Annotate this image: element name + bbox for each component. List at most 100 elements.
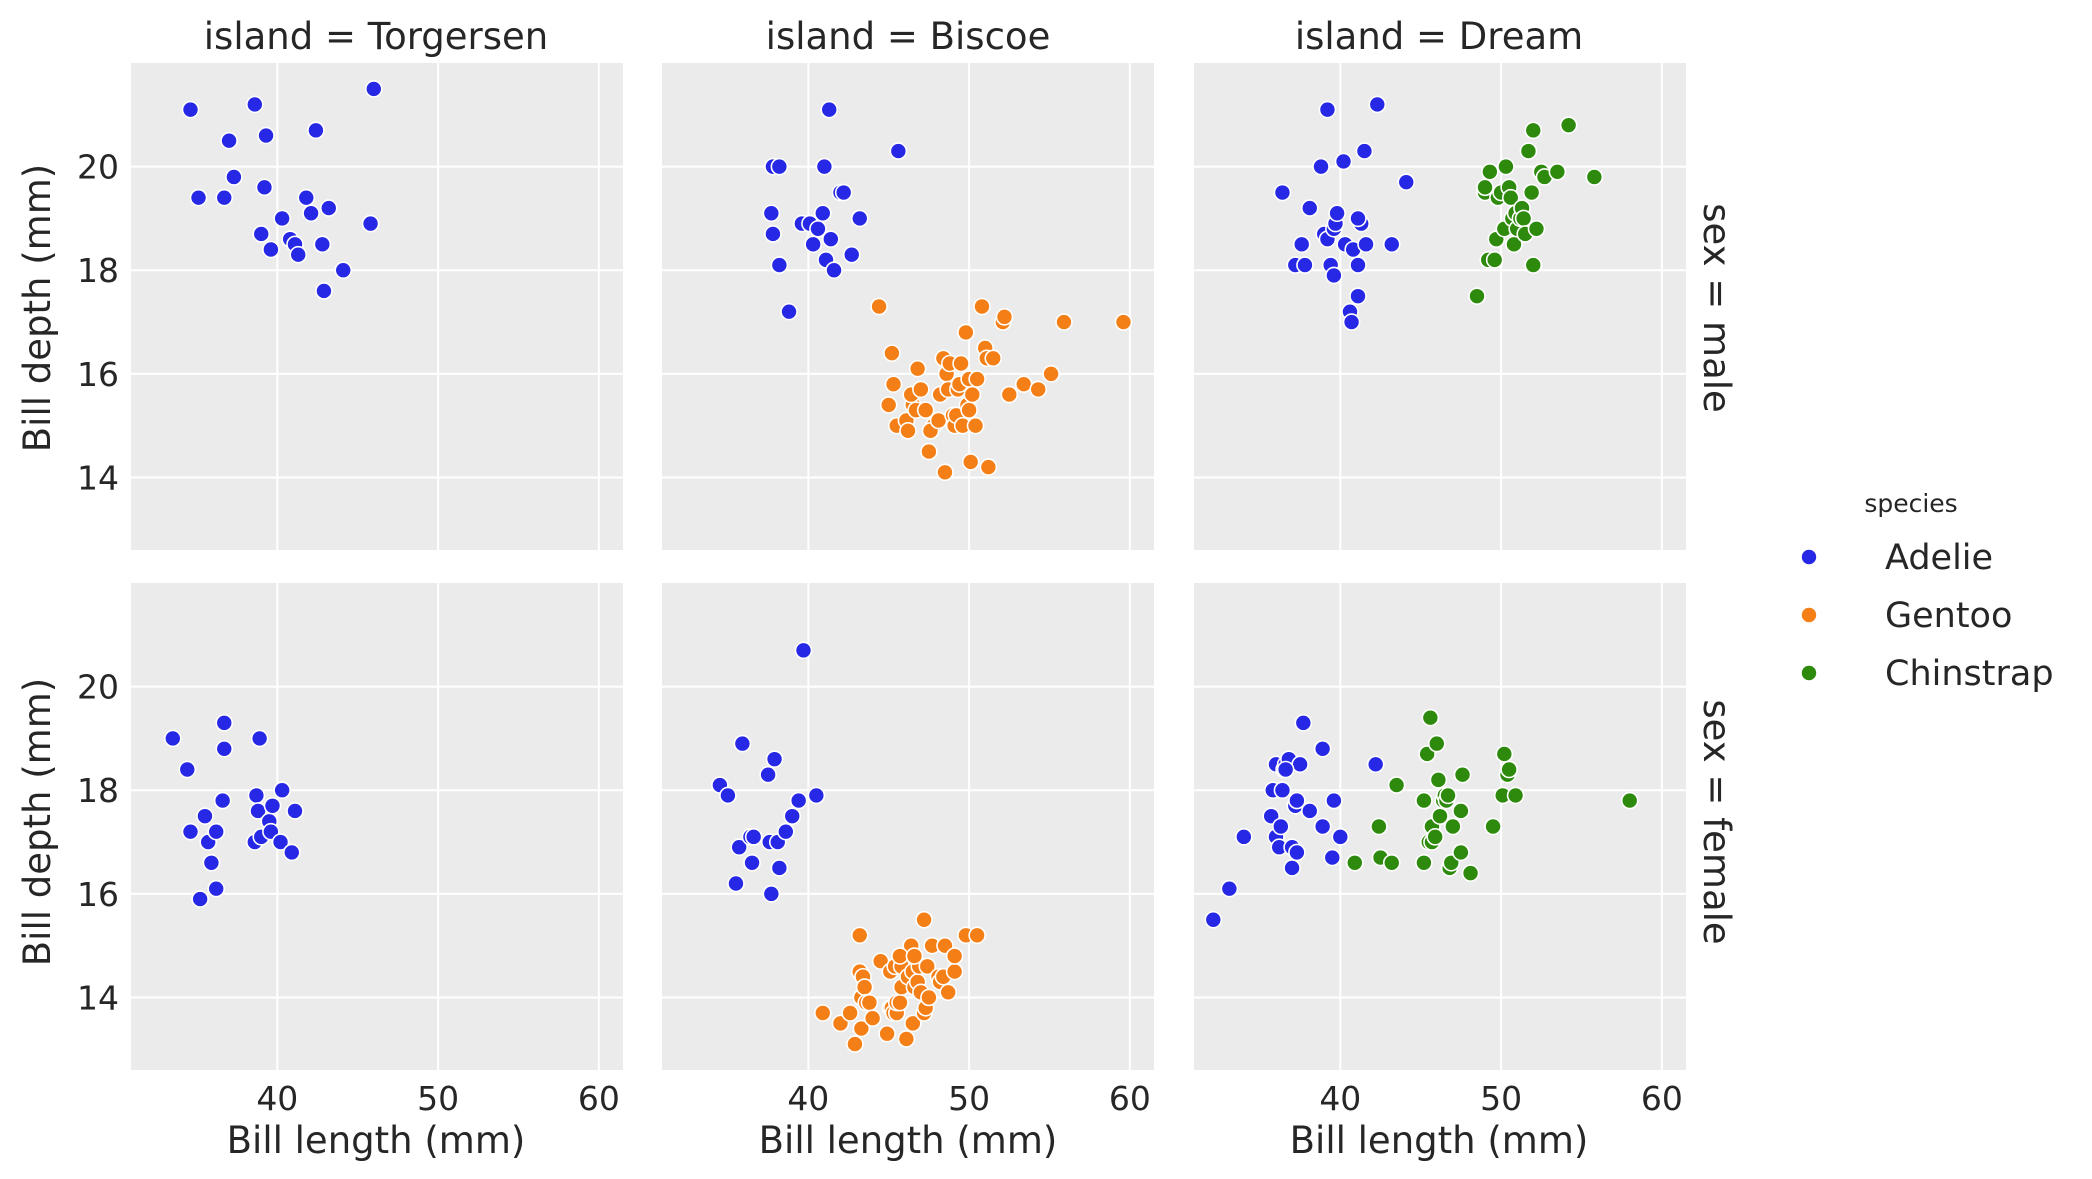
data-point-gentoo <box>852 1019 871 1038</box>
data-point-adelie <box>1331 828 1350 846</box>
data-point-gentoo <box>973 297 991 316</box>
data-point-chinstrap <box>1461 864 1480 882</box>
data-point-adelie <box>1272 817 1290 836</box>
data-point-adelie <box>1283 859 1301 877</box>
data-point-chinstrap <box>1370 817 1388 836</box>
data-point-gentoo <box>897 1030 916 1048</box>
data-point-adelie <box>1300 199 1319 217</box>
data-point-chinstrap <box>1421 708 1440 727</box>
data-point-adelie <box>813 204 832 223</box>
y-tick-label: 14 <box>77 458 119 497</box>
x-tick-label: 50 <box>417 1079 459 1118</box>
data-point-adelie <box>286 802 304 820</box>
y-tick-label: 20 <box>77 148 119 187</box>
data-point-adelie <box>1276 760 1295 779</box>
data-point-adelie <box>202 853 221 872</box>
panel-background <box>131 63 623 550</box>
data-point-chinstrap <box>1585 168 1604 186</box>
data-point-adelie <box>1291 755 1309 774</box>
data-point-adelie <box>770 157 789 176</box>
data-point-adelie <box>1312 157 1330 176</box>
data-point-adelie <box>246 95 264 114</box>
data-point-adelie <box>178 760 197 779</box>
data-point-adelie <box>1296 256 1314 274</box>
panel-biscoe-male <box>662 63 1154 550</box>
data-point-adelie <box>1357 235 1375 254</box>
data-point-adelie <box>809 219 827 238</box>
x-axis-label-col-biscoe: Bill length (mm) <box>759 1119 1058 1162</box>
data-point-gentoo <box>984 349 1003 368</box>
data-point-gentoo <box>904 1014 922 1033</box>
data-point-adelie <box>181 822 200 841</box>
data-point-chinstrap <box>1484 817 1502 836</box>
y-tick-label: 20 <box>77 668 119 707</box>
data-point-adelie <box>794 641 813 660</box>
data-point-adelie <box>1355 142 1374 160</box>
data-point-adelie <box>255 178 274 197</box>
data-point-chinstrap <box>1506 786 1525 805</box>
data-point-adelie <box>822 230 840 248</box>
data-point-adelie <box>759 765 777 784</box>
x-tick-label: 40 <box>787 1079 829 1118</box>
data-point-adelie <box>207 822 226 841</box>
data-point-chinstrap <box>1485 251 1504 269</box>
data-point-gentoo <box>870 297 888 316</box>
data-point-gentoo <box>883 344 901 362</box>
facet-panels: 14 16 18 20 14 16 18 20 40 50 60 40 50 60 40 50 60 <box>77 63 1686 1118</box>
data-point-chinstrap <box>1387 776 1406 794</box>
data-point-adelie <box>297 188 316 207</box>
data-point-adelie <box>1294 714 1313 732</box>
data-point-adelie <box>1204 910 1223 929</box>
data-point-gentoo <box>920 988 938 1007</box>
data-point-adelie <box>850 209 869 228</box>
data-point-adelie <box>225 168 243 186</box>
data-point-gentoo <box>891 947 909 965</box>
data-point-adelie <box>282 843 301 862</box>
data-point-adelie <box>1313 739 1332 758</box>
legend-title: species <box>1864 489 1957 518</box>
data-point-adelie <box>191 890 209 908</box>
data-point-adelie <box>207 879 226 898</box>
data-point-adelie <box>820 100 839 119</box>
y-axis-label-row-female: Bill depth (mm) <box>16 678 59 966</box>
data-point-gentoo <box>863 1009 882 1027</box>
data-point-chinstrap <box>1524 121 1543 140</box>
data-point-adelie <box>215 188 234 207</box>
data-point-gentoo <box>918 957 937 976</box>
data-point-gentoo <box>945 962 964 981</box>
data-point-adelie <box>730 838 748 857</box>
data-point-adelie <box>719 786 737 805</box>
column-title-dream: island = Dream <box>1295 15 1583 58</box>
data-point-adelie <box>313 235 332 254</box>
y-tick-label: 18 <box>77 251 119 290</box>
data-point-adelie <box>1349 256 1367 274</box>
data-point-gentoo <box>884 375 903 394</box>
x-axis-label-col-dream: Bill length (mm) <box>1290 1119 1589 1162</box>
data-point-chinstrap <box>1501 188 1520 207</box>
data-point-adelie <box>1288 791 1306 810</box>
data-point-chinstrap <box>1620 791 1639 810</box>
data-point-gentoo <box>916 401 935 419</box>
x-tick-label: 60 <box>1109 1079 1151 1118</box>
data-point-adelie <box>842 245 861 264</box>
data-point-adelie <box>1323 848 1342 867</box>
row-title-male: sex = male <box>1695 203 1738 413</box>
data-point-adelie <box>770 256 789 274</box>
data-point-chinstrap <box>1559 116 1578 134</box>
data-point-chinstrap <box>1527 219 1546 238</box>
y-tick-label: 16 <box>77 355 119 394</box>
data-point-gentoo <box>878 1024 896 1043</box>
panel-biscoe-female <box>662 583 1154 1070</box>
legend-marker-chinstrap <box>1800 664 1818 682</box>
data-point-gentoo <box>846 1035 864 1053</box>
y-tick-label: 14 <box>77 978 119 1017</box>
data-point-gentoo <box>952 354 970 373</box>
data-point-gentoo <box>879 396 898 414</box>
data-point-gentoo <box>905 947 924 965</box>
data-point-adelie <box>215 714 234 732</box>
data-point-gentoo <box>915 910 933 929</box>
data-point-adelie <box>807 786 826 805</box>
legend-label-gentoo: Gentoo <box>1885 596 2012 636</box>
data-point-adelie <box>315 282 333 300</box>
